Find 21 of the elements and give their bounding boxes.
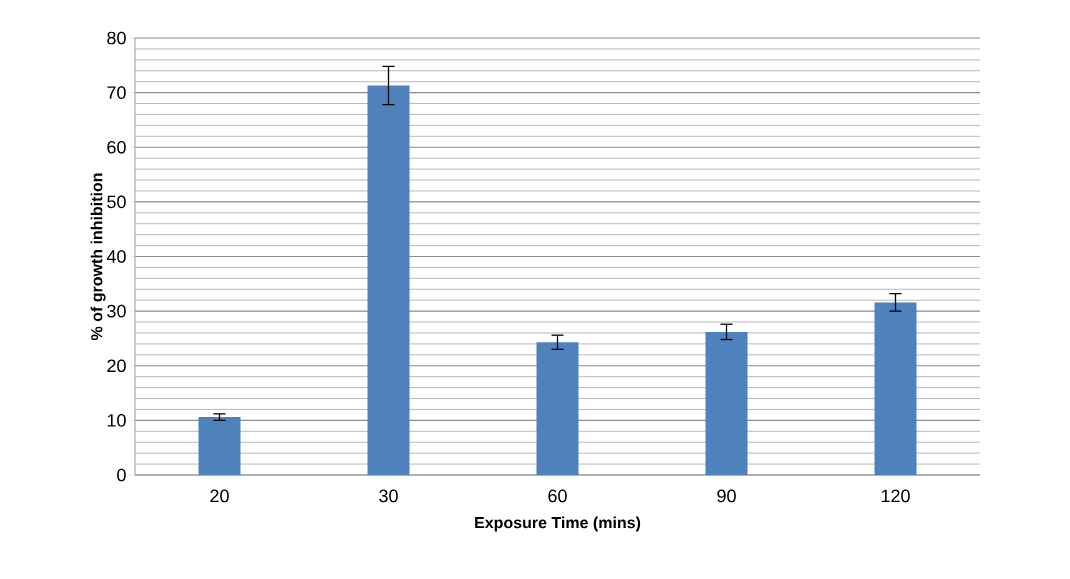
x-tick-label: 90 [717, 489, 736, 503]
x-axis-title: Exposure Time (mins) [475, 516, 641, 532]
x-tick-label: 20 [210, 489, 229, 503]
y-tick-label: 30 [107, 304, 126, 318]
bar [536, 342, 579, 475]
x-tick-label: 30 [379, 489, 398, 503]
x-tick-label: 120 [881, 489, 910, 503]
y-tick-label: 80 [107, 31, 126, 45]
y-tick-label: 50 [107, 195, 126, 209]
bar [198, 417, 241, 475]
x-tick-label: 60 [548, 489, 567, 503]
y-tick-label: 0 [117, 468, 126, 482]
y-tick-label: 40 [106, 250, 126, 263]
y-axis-title: % of growth inhibition [90, 173, 106, 341]
bar [874, 302, 917, 475]
bar [367, 85, 410, 475]
y-tick-label: 20 [107, 359, 126, 373]
y-tick-label: 70 [107, 86, 126, 99]
y-tick-label: 10 [107, 414, 126, 427]
y-tick-label: 60 [107, 140, 126, 154]
bar [705, 331, 748, 475]
